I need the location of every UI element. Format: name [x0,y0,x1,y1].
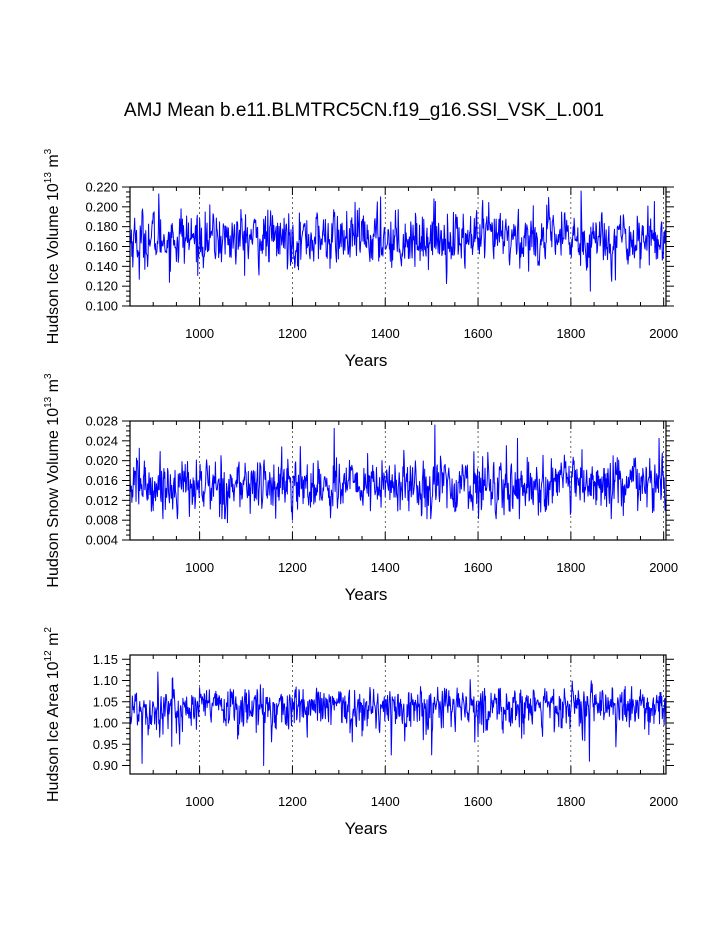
x-axis-label: Years [345,585,388,604]
y-tick-label: 0.024 [85,433,118,448]
y-tick-label: 0.004 [85,533,118,548]
x-tick-label: 1600 [464,794,493,809]
x-tick-label: 2000 [649,326,678,341]
x-tick-label: 1200 [278,794,307,809]
y-tick-label: 0.160 [85,239,118,254]
y-tick-label: 0.90 [93,758,118,773]
y-tick-label: 0.120 [85,279,118,294]
y-tick-label: 0.012 [85,493,118,508]
y-tick-label: 1.00 [93,716,118,731]
y-tick-label: 0.180 [85,219,118,234]
panel-3: 1000 1200 1400 1600 1800 2000 0.90 0.95 1.00 1.05… [43,627,678,838]
x-axis-label: Years [345,819,388,838]
y-tick-label: 0.028 [85,414,118,429]
chart-title: AMJ Mean b.e11.BLMTRC5CN.f19_g16.SSI_VSK… [124,100,604,121]
x-tick-label: 2000 [649,794,678,809]
y-tick-label: 0.200 [85,199,118,214]
y-axis-label: Hudson Ice Volume 1013 m3 [43,148,62,344]
series-line [129,424,667,524]
y-tick-label: 0.95 [93,737,118,752]
y-tick-label: 0.140 [85,259,118,274]
x-tick-label: 1600 [464,326,493,341]
y-tick-label: 0.220 [85,180,118,195]
x-tick-label: 1800 [556,560,585,575]
x-tick-label: 1600 [464,560,493,575]
y-tick-label: 0.008 [85,513,118,528]
x-tick-label: 1400 [371,794,400,809]
y-tick-label: 1.10 [93,673,118,688]
x-tick-label: 1400 [371,326,400,341]
x-tick-label: 1000 [185,794,214,809]
plot-frame [129,654,667,775]
y-tick-label: 0.016 [85,473,118,488]
plot-frame [129,420,667,541]
x-tick-label: 1800 [556,326,585,341]
y-axis-label: Hudson Snow Volume 1013 m3 [43,373,62,588]
panels: 1000 1200 1400 1600 1800 2000 0.100 0.120 0.140 0… [43,148,678,838]
y-tick-label: 0.100 [85,299,118,314]
y-tick-label: 1.15 [93,652,118,667]
series-line [129,671,667,766]
panel-2: 1000 1200 1400 1600 1800 2000 0.004 0.008 0.012 0… [43,373,678,604]
x-tick-label: 1200 [278,326,307,341]
y-tick-label: 1.05 [93,694,118,709]
x-tick-label: 2000 [649,560,678,575]
y-axis-label: Hudson Ice Area 1012 m2 [43,627,62,802]
x-tick-label: 1000 [185,326,214,341]
x-tick-label: 1000 [185,560,214,575]
panel-1: 1000 1200 1400 1600 1800 2000 0.100 0.120 0.140 0… [43,148,678,370]
x-tick-label: 1200 [278,560,307,575]
x-tick-label: 1400 [371,560,400,575]
series-line [129,190,667,292]
y-tick-label: 0.020 [85,453,118,468]
x-tick-label: 1800 [556,794,585,809]
x-axis-label: Years [345,351,388,370]
